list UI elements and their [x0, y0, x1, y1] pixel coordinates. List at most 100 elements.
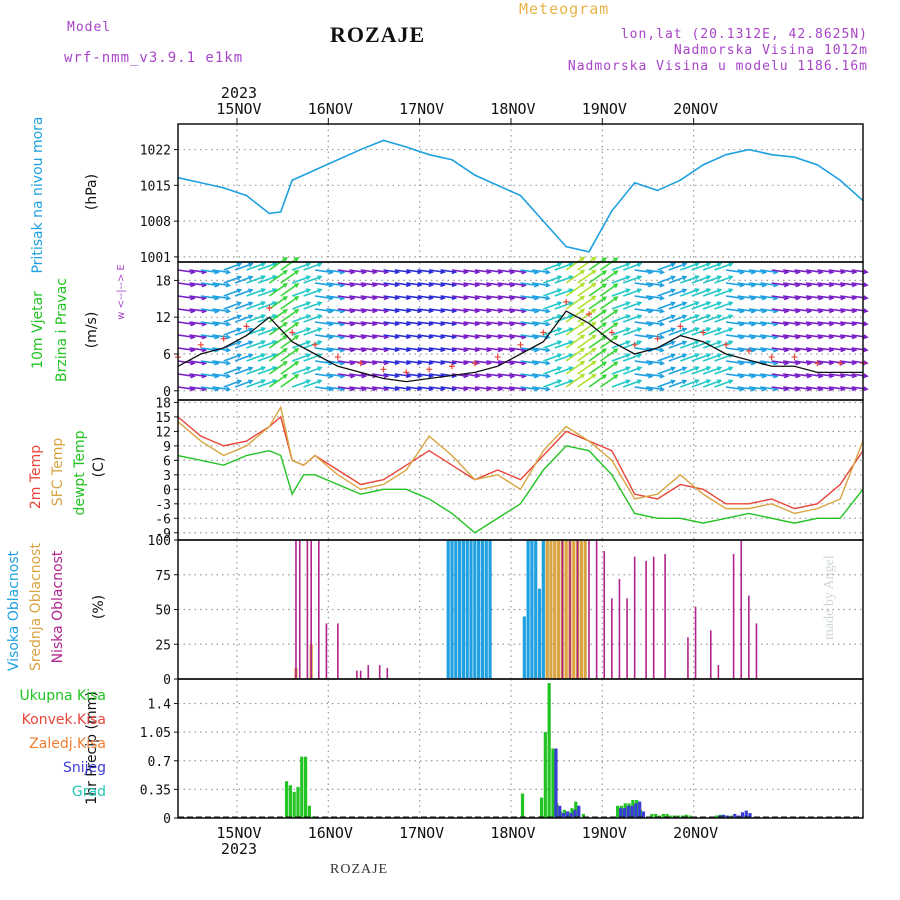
wind-gust-marker	[426, 366, 433, 373]
wind-arrow	[668, 367, 687, 375]
wind-arrow-head	[716, 288, 723, 294]
wind-arrow-head	[545, 295, 551, 301]
wind-arrow-head	[659, 334, 665, 340]
low-cloud-bar	[588, 540, 590, 679]
x-top-label: 17NOV	[399, 100, 444, 118]
wind-arrow-head	[568, 314, 574, 320]
wind-arrow	[314, 321, 333, 326]
wind-arrow-head	[248, 379, 254, 385]
wind-arrow	[440, 334, 456, 338]
wind-arrow	[828, 373, 845, 377]
x-top-label: 15NOV	[216, 100, 261, 118]
wind-arrow-head	[613, 283, 619, 289]
wind-arrow	[737, 308, 755, 313]
wind-arrow	[360, 295, 377, 299]
wind-arrow-head	[260, 366, 267, 371]
wind-arrow-head	[625, 275, 631, 281]
wind-gust-marker	[357, 360, 364, 367]
wind-arrow	[474, 360, 491, 364]
wind-arrow	[611, 366, 630, 375]
wind-arrow-head	[579, 373, 586, 379]
mid-cloud-axis-title: Srednja Oblacnost	[28, 543, 44, 671]
high-cloud-bar	[530, 540, 534, 679]
wind-arrow-head	[705, 327, 712, 332]
wind-arrow-head	[705, 288, 712, 293]
wind-arrow	[794, 321, 811, 326]
wind-arrow	[291, 366, 311, 375]
wind-arrow-head	[556, 379, 563, 385]
wind-arrow	[520, 360, 539, 365]
wind-arrow-head	[317, 314, 323, 320]
wind-arrow	[429, 360, 445, 364]
wind-arrow	[212, 321, 230, 326]
wind-arrow	[200, 321, 219, 326]
panel-frame	[177, 399, 864, 541]
wind-arrow-head	[225, 373, 232, 379]
wind-axis-title-2: Brzina i Pravac	[54, 278, 70, 382]
wind-arrow	[189, 347, 206, 352]
y-tick-label: 6	[163, 454, 171, 469]
wind-arrow	[326, 386, 344, 391]
wind-arrow	[668, 354, 687, 362]
wind-arrow	[817, 308, 834, 312]
wind-arrow	[840, 360, 856, 364]
wind-arrow-head	[545, 282, 551, 288]
wind-arrow	[177, 308, 195, 313]
wind-arrow	[828, 269, 845, 273]
wind-arrow-head	[625, 327, 631, 333]
wind-arrow	[394, 334, 411, 338]
wind-arrow-head	[613, 270, 619, 276]
wind-arrow	[748, 334, 766, 339]
wind-arrow-head	[236, 275, 243, 281]
wind-arrow-head	[601, 296, 608, 302]
wind-arrow-head	[863, 386, 869, 392]
wind-arrow	[668, 276, 687, 284]
wind-arrow	[645, 360, 664, 365]
wind-arrow	[360, 334, 377, 338]
wind-arrow-head	[601, 257, 608, 263]
wind-arrow	[268, 257, 288, 271]
wind-arrow	[554, 353, 573, 362]
wind-gust-marker	[312, 341, 318, 348]
wind-arrow	[291, 275, 311, 284]
wind-arrow	[212, 360, 230, 365]
wind-arrow	[645, 269, 664, 274]
wind-arrow-head	[272, 288, 278, 293]
wind-arrow	[714, 275, 733, 284]
wind-arrow	[291, 288, 311, 297]
low-cloud-bar	[652, 556, 655, 679]
wind-arrow-head	[613, 361, 619, 367]
wind-arrow-head	[556, 353, 563, 359]
snow-bar	[561, 813, 566, 818]
wind-arrow	[531, 373, 550, 378]
wind-arrow	[383, 373, 399, 377]
y-tick-label: 1.4	[148, 698, 172, 713]
x-bottom-label: 19NOV	[582, 824, 627, 842]
wind-arrow	[200, 360, 219, 365]
wind-arrow-head	[636, 314, 643, 320]
wind-arrow	[451, 308, 468, 312]
wind-arrow-head	[863, 334, 869, 340]
wind-arrow	[200, 334, 219, 339]
total-precip-bar	[616, 805, 620, 818]
wind-arrow-head	[863, 282, 869, 288]
wind-arrow-head	[659, 321, 665, 327]
wind-arrow-head	[272, 262, 278, 267]
wind-arrow	[508, 386, 526, 391]
high-cloud-bar	[526, 540, 530, 679]
pressure-point	[679, 179, 682, 182]
wind-arrow	[417, 308, 433, 312]
high-cloud-bar	[480, 540, 485, 679]
wind-arrow	[383, 321, 399, 325]
panel-frame	[177, 123, 864, 263]
wind-arrow	[371, 334, 388, 338]
product-title: Meteogram	[519, 0, 610, 18]
wind-arrow	[268, 348, 288, 362]
wind-arrow	[474, 347, 491, 351]
wind-arrow	[234, 315, 253, 323]
wind-arrow-head	[305, 366, 312, 372]
wind-arrow	[622, 366, 642, 375]
wind-arrow	[360, 386, 377, 390]
wind-arrow	[611, 327, 630, 336]
wind-arrow	[337, 360, 355, 365]
